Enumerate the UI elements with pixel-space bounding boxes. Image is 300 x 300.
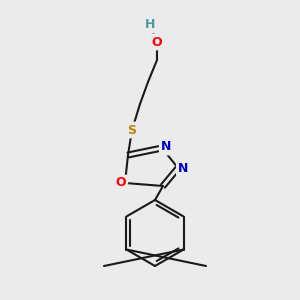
- Text: S: S: [128, 124, 136, 136]
- Text: O: O: [116, 176, 126, 190]
- Text: N: N: [178, 161, 188, 175]
- Text: H: H: [145, 19, 155, 32]
- Text: O: O: [152, 35, 162, 49]
- Text: N: N: [161, 140, 171, 154]
